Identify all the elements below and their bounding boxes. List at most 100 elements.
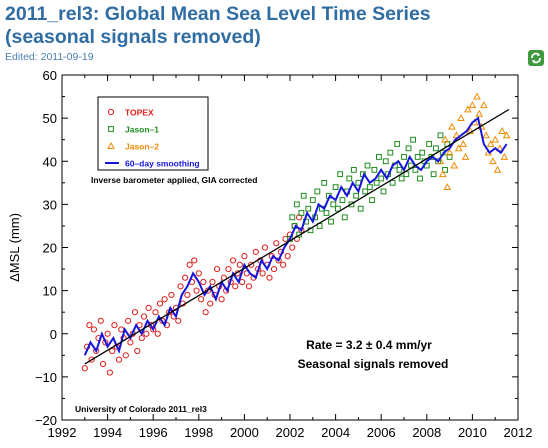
series-jason-1-point [373,179,380,186]
legend-swatch [108,126,114,132]
series-jason-1-point [430,171,437,178]
y-tick-label: 50 [43,111,57,126]
series-jason-2-point [459,139,468,147]
x-tick-label: 2012 [504,425,533,440]
x-tick-label: 2004 [321,425,350,440]
series-topex-point [241,253,248,260]
series-jason-1-point [389,179,396,186]
series-jason-1-point [369,197,375,203]
legend-swatch [107,108,115,116]
series-jason-1-point [337,171,344,178]
series-jason-1-point [330,201,337,208]
series-topex-point [252,248,259,255]
series-jason-1-point [396,166,403,173]
series-jason-2-point [443,183,452,191]
series-jason-1-point [364,162,371,169]
series-topex-point [193,287,200,294]
x-tick-label: 1992 [48,425,77,440]
series-topex-point [145,304,152,311]
series-topex-point [232,283,239,290]
x-tick-label: 2000 [230,425,259,440]
series-topex-point [177,283,184,290]
series-topex-point [182,274,189,281]
series-jason-1-point [289,214,296,221]
series-topex-point [104,330,111,337]
series-jason-2-point [448,122,456,130]
series-topex-point [259,270,266,277]
x-tick-label: 2008 [412,425,441,440]
seasonal-text: Seasonal signals removed [298,357,449,371]
series-topex-point [127,339,134,346]
series-jason-1-point [305,205,312,212]
series-topex-point [90,326,98,333]
series-topex-point [81,365,88,372]
series-jason-2-point [463,105,472,113]
series-jason-2-point [502,131,511,139]
series-topex-point [200,278,207,286]
series-jason-1-point [382,158,389,165]
series-topex-point [225,265,232,273]
series-jason-1-point [353,192,360,199]
series-topex-point [289,244,296,251]
x-tick-label: 2010 [458,425,487,440]
series-topex-point [273,240,280,247]
series-jason-1-point [334,205,341,212]
series-trend-line [84,108,510,365]
series-jason-2-point [461,152,470,160]
series-jason-1-point [442,166,448,173]
series-topex-point [131,309,139,316]
series-topex-point [186,261,193,268]
series-topex-point [88,356,95,363]
series-topex-point [111,322,118,329]
series-jason-1-point [293,201,300,208]
x-tick-label: 2002 [276,425,305,440]
x-tick-label: 1994 [93,425,122,440]
series-topex-point [191,257,198,264]
series-topex-point [266,274,273,281]
series-topex-point [270,265,278,273]
y-tick-label: 40 [43,154,57,169]
y-tick-label: 0 [50,327,57,342]
series-topex-point [143,330,150,337]
series-topex-point [280,261,287,268]
series-topex-point [118,326,125,333]
series-topex-point [161,296,168,303]
credit-text: University of Colorado 2011_rel3 [75,404,207,414]
y-tick-label: −10 [35,370,57,385]
legend-swatch [107,141,115,149]
series-topex-point [152,309,159,316]
legend-box [97,96,209,171]
series-topex-point [109,347,116,355]
series-jason-1-point [417,175,423,182]
series-jason-1-point [350,166,357,173]
y-tick-label: −20 [35,413,57,428]
series-topex-point [284,253,291,260]
series-topex-point [115,356,123,363]
plot-area [81,92,511,376]
legend-label: Jason–2 [125,142,159,152]
series-jason-2-point [498,127,506,134]
series-topex-point [207,300,214,307]
series-topex-point [154,330,161,337]
refresh-icon[interactable] [528,50,544,66]
series-topex-point [275,257,282,264]
series-topex-point [184,291,191,299]
series-topex-point [122,352,129,359]
series-jason-2-point [445,148,454,156]
series-jason-1-point [437,132,444,139]
series-topex-point [209,278,216,286]
series-topex-point [134,347,141,355]
series-jason-1-point [362,188,369,195]
series-topex-point [150,326,157,333]
series-jason-1-point [405,145,412,152]
series-jason-2-point [489,157,497,165]
rate-text: Rate = 3.2 ± 0.4 mm/yr [306,338,432,352]
series-topex-point [195,270,202,277]
series-jason-1-point [376,154,382,160]
series-jason-1-point [328,218,334,225]
series-jason-1-point [346,175,353,182]
series-jason-2-point [468,101,477,109]
y-axis-label: ΔMSL (mm) [7,213,22,282]
series-jason-2-point [491,135,500,143]
